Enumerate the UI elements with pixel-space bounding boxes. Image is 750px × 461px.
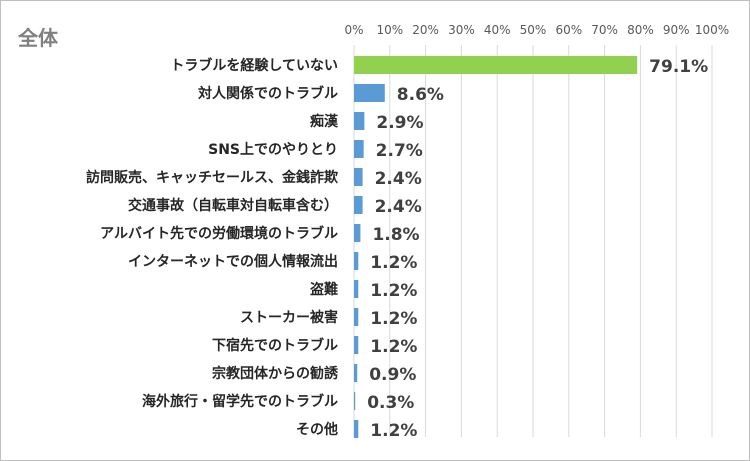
value-label: 1.2% bbox=[370, 309, 417, 329]
category-label: SNS上でのやりとり bbox=[208, 142, 338, 158]
x-tick-label: 90% bbox=[663, 23, 690, 37]
category-label: 交通事故（自転車対自転車含む） bbox=[128, 197, 338, 214]
category-label: その他 bbox=[296, 421, 338, 438]
x-tick-label: 50% bbox=[520, 23, 547, 37]
x-tick-label: 0% bbox=[344, 23, 363, 37]
value-label: 1.2% bbox=[370, 253, 417, 273]
category-label: インターネットでの個人情報流出 bbox=[128, 253, 338, 270]
value-label: 79.1% bbox=[649, 57, 708, 77]
bar bbox=[354, 224, 361, 242]
x-tick-label: 10% bbox=[376, 23, 403, 37]
bar bbox=[354, 196, 363, 214]
x-tick-label: 70% bbox=[591, 23, 618, 37]
x-tick-label: 60% bbox=[555, 23, 582, 37]
chart-title: 全体 bbox=[18, 26, 58, 50]
value-label: 0.3% bbox=[367, 393, 414, 413]
category-label: トラブルを経験していない bbox=[170, 57, 338, 74]
category-label: 盗難 bbox=[310, 281, 338, 298]
category-label: アルバイト先での労働環境のトラブル bbox=[100, 225, 338, 242]
value-label: 2.4% bbox=[375, 197, 422, 217]
x-tick-label: 40% bbox=[484, 23, 511, 37]
category-label: 訪問販売、キャッチセールス、金銭詐欺 bbox=[86, 169, 338, 186]
category-label: ストーカー被害 bbox=[240, 309, 338, 326]
bar bbox=[354, 308, 359, 326]
value-label: 2.7% bbox=[376, 141, 423, 161]
bar bbox=[354, 112, 365, 130]
bar bbox=[354, 280, 359, 298]
category-label: 海外旅行・留学先でのトラブル bbox=[142, 393, 338, 410]
category-label: 対人関係でのトラブル bbox=[197, 85, 338, 102]
x-tick-label: 30% bbox=[448, 23, 475, 37]
bar bbox=[354, 168, 363, 186]
bar bbox=[354, 392, 356, 410]
value-label: 8.6% bbox=[397, 85, 444, 105]
value-label: 2.4% bbox=[375, 169, 422, 189]
category-label: 下宿先でのトラブル bbox=[212, 337, 338, 354]
x-tick-label: 20% bbox=[412, 23, 439, 37]
x-tick-label: 80% bbox=[627, 23, 654, 37]
value-label: 1.2% bbox=[370, 337, 417, 357]
value-label: 1.8% bbox=[372, 225, 419, 245]
bar bbox=[354, 140, 364, 158]
bar bbox=[354, 336, 359, 354]
bar bbox=[354, 364, 358, 382]
bar bbox=[354, 56, 638, 74]
bar bbox=[354, 420, 359, 438]
value-label: 1.2% bbox=[370, 281, 417, 301]
bar bbox=[354, 252, 359, 270]
value-label: 2.9% bbox=[376, 113, 423, 133]
bar bbox=[354, 84, 385, 102]
value-label: 0.9% bbox=[369, 365, 416, 385]
x-tick-label: 100% bbox=[695, 23, 729, 37]
category-label: 宗教団体からの勧誘 bbox=[212, 365, 339, 382]
value-label: 1.2% bbox=[370, 421, 417, 441]
category-label: 痴漢 bbox=[310, 113, 339, 130]
